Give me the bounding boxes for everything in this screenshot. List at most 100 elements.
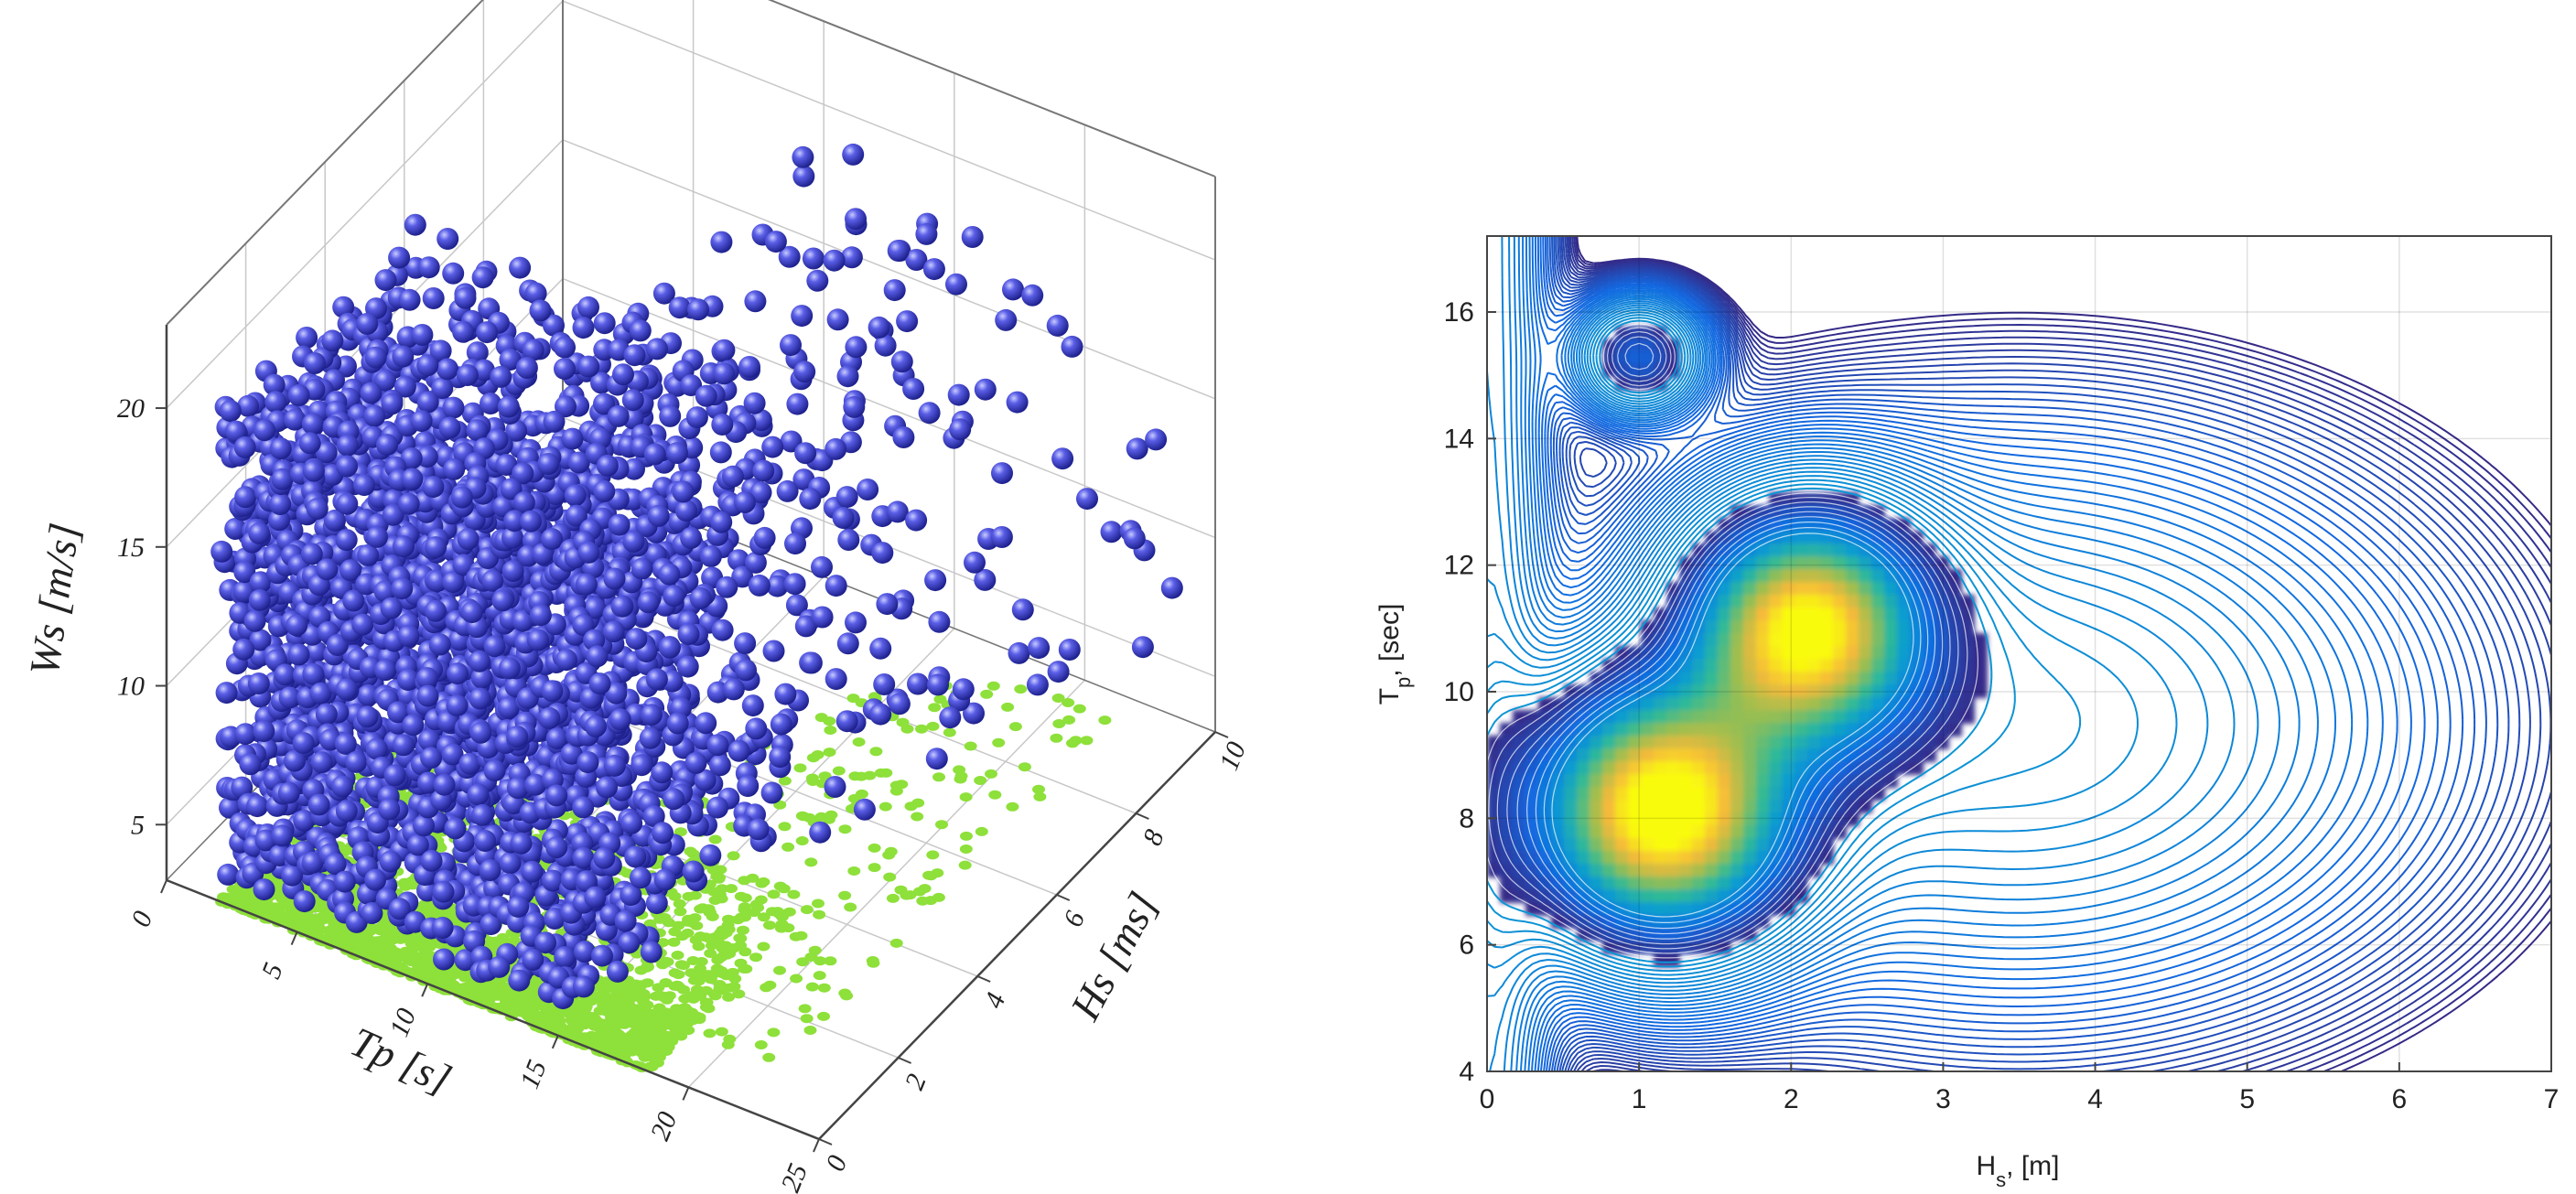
floor-point: [712, 874, 726, 884]
scatter-point: [499, 349, 522, 371]
scatter-point: [676, 655, 699, 678]
floor-point: [526, 1000, 540, 1010]
floor-point: [578, 1005, 592, 1014]
floor-point: [374, 943, 388, 953]
scatter-point: [791, 305, 814, 328]
floor-point: [813, 971, 826, 981]
scatter-point: [301, 851, 324, 874]
floor-point: [595, 1027, 609, 1037]
floor-point: [817, 1011, 830, 1021]
floor-point: [554, 1021, 567, 1031]
floor-point: [975, 826, 988, 836]
floor-point: [844, 902, 857, 912]
floor-point: [1032, 784, 1045, 794]
scatter-point: [324, 853, 347, 876]
floor-point: [767, 889, 781, 899]
floor-point: [754, 1040, 768, 1049]
floor-point: [458, 972, 472, 982]
floor-point: [808, 945, 822, 955]
floor-point: [399, 946, 413, 956]
scatter-point: [886, 500, 909, 523]
scatter-point: [306, 498, 329, 520]
scatter-point: [253, 878, 275, 901]
scatter-point: [383, 764, 406, 787]
scatter-point: [593, 312, 616, 335]
scatter-point: [728, 549, 749, 572]
scatter-point: [1026, 673, 1049, 696]
floor-point: [798, 1004, 812, 1014]
floor-point: [904, 801, 918, 812]
floor-point: [790, 973, 803, 984]
scatter-point: [310, 751, 333, 774]
scatter-point: [468, 650, 490, 672]
floor-point: [762, 1052, 776, 1062]
scatter-point: [392, 345, 415, 368]
floor-point: [812, 898, 825, 909]
floor-point: [677, 961, 690, 971]
floor-point: [803, 1026, 817, 1035]
scatter-point: [752, 459, 775, 482]
scatter-point: [269, 437, 292, 460]
scatter-point: [467, 783, 490, 806]
scatter-point: [918, 402, 941, 425]
scatter-point: [324, 509, 346, 532]
floor-point: [656, 960, 670, 970]
scatter-point: [1076, 488, 1098, 511]
scatter-point: [510, 832, 533, 855]
scatter-point: [388, 246, 411, 269]
scatter-point: [737, 775, 760, 797]
floor-point: [643, 1043, 657, 1053]
floor-point: [1006, 801, 1019, 812]
scatter-point: [892, 426, 915, 448]
scatter-point: [868, 316, 890, 339]
scatter-point: [316, 558, 339, 581]
scatter-point: [509, 256, 532, 279]
scatter-point: [974, 568, 997, 591]
scatter-point: [743, 392, 766, 414]
floor-point: [577, 1035, 591, 1045]
scatter-point: [417, 771, 439, 794]
scatter-point: [268, 509, 291, 532]
scatter-point: [506, 910, 529, 933]
scatter-point: [607, 404, 630, 427]
floor-point: [686, 1012, 700, 1022]
floor-point: [727, 851, 740, 861]
scatter-point: [401, 468, 424, 490]
scatter-point: [949, 418, 972, 441]
scatter-point: [296, 327, 318, 349]
floor-point: [1069, 736, 1083, 746]
scatter-point: [219, 400, 242, 423]
floor-point: [1014, 684, 1028, 694]
scatter-point: [357, 683, 380, 706]
scatter-point: [521, 860, 544, 883]
floor-point: [555, 1008, 569, 1017]
scatter-point: [711, 414, 734, 436]
scatter-point: [825, 668, 847, 691]
floor-point: [926, 850, 940, 860]
scatter-point: [764, 231, 787, 253]
scatter-point: [1145, 428, 1168, 451]
scatter-point: [237, 394, 260, 417]
floor-point: [1018, 762, 1031, 772]
floor-point: [781, 842, 795, 852]
floor-point: [405, 957, 419, 967]
floor-point: [254, 906, 268, 915]
floor-point: [811, 750, 825, 759]
scatter-point: [618, 931, 641, 954]
scatter-point: [429, 339, 452, 362]
scatter-point: [642, 805, 665, 828]
scatter-point: [1126, 437, 1148, 460]
floor-point: [399, 881, 413, 891]
scatter-point: [442, 262, 465, 285]
scatter-point: [466, 419, 489, 442]
floor-point: [704, 949, 717, 958]
scatter-point: [947, 383, 970, 406]
scatter-point: [675, 500, 697, 522]
floor-point: [935, 820, 948, 830]
scatter-point: [709, 441, 732, 464]
scatter-point: [433, 773, 456, 796]
floor-point: [703, 1028, 717, 1038]
scatter-point: [263, 373, 286, 396]
scatter-point: [469, 687, 491, 710]
scatter-point: [420, 849, 443, 872]
